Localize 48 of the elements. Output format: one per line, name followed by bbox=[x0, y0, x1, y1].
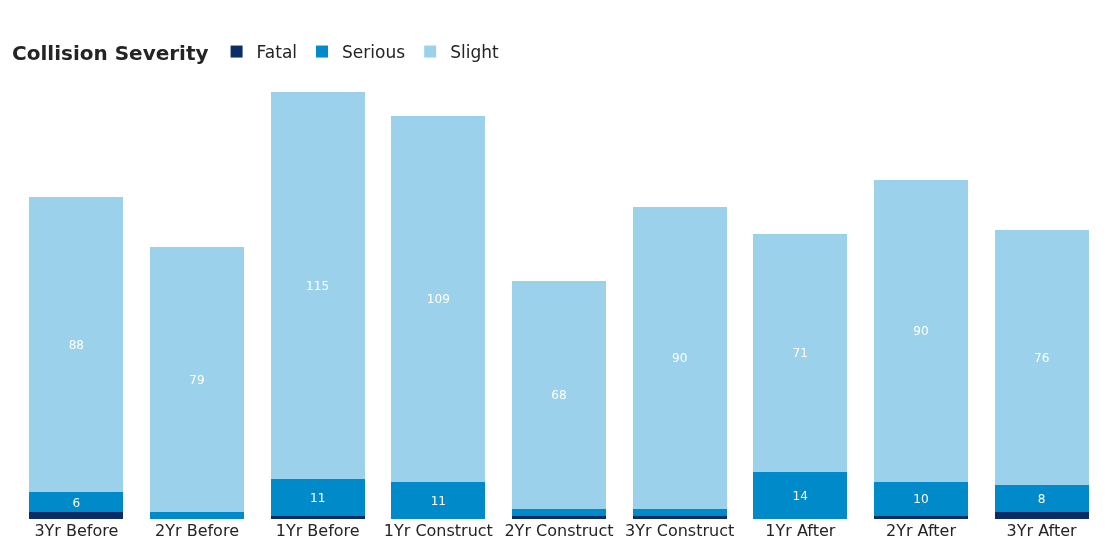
bar bbox=[632, 508, 727, 516]
data-label: 79 bbox=[189, 372, 205, 387]
bar bbox=[270, 92, 365, 479]
data-label: 88 bbox=[68, 337, 85, 352]
legend-label: Slight bbox=[450, 42, 499, 63]
bar bbox=[511, 280, 607, 509]
data-label: 11 bbox=[430, 493, 447, 508]
bar bbox=[149, 512, 245, 519]
bar bbox=[994, 230, 1089, 486]
bar bbox=[391, 482, 486, 519]
legend-label: Serious bbox=[342, 42, 406, 63]
x-tick-label: 3Yr Construct bbox=[625, 521, 735, 540]
legend-label: Fatal bbox=[256, 42, 298, 63]
x-tick-label: 1Yr Construct bbox=[383, 521, 493, 540]
bar bbox=[994, 485, 1089, 513]
bar bbox=[391, 115, 486, 483]
bar bbox=[29, 512, 124, 519]
data-label: 71 bbox=[792, 346, 809, 361]
bar bbox=[149, 246, 245, 513]
bar bbox=[753, 233, 848, 472]
bar bbox=[873, 482, 969, 516]
data-label: 11 bbox=[309, 490, 326, 505]
x-tick-label: 3Yr After bbox=[1006, 521, 1078, 540]
x-tick-label: 2Yr After bbox=[885, 521, 957, 540]
bar bbox=[270, 478, 365, 516]
x-tick-label: 1Yr After bbox=[765, 521, 836, 540]
bar bbox=[511, 508, 607, 516]
bar bbox=[994, 512, 1089, 519]
data-label: 6 bbox=[72, 495, 81, 510]
data-label: 109 bbox=[426, 292, 450, 307]
data-label: 8 bbox=[1037, 492, 1046, 507]
bar bbox=[632, 206, 727, 509]
legend-title: Collision Severity bbox=[12, 41, 209, 65]
x-tick-label: 3Yr Before bbox=[34, 521, 119, 540]
data-label: 10 bbox=[913, 492, 929, 507]
bar bbox=[29, 196, 124, 493]
bar bbox=[753, 471, 848, 519]
bar bbox=[873, 179, 969, 483]
x-tick-label: 2Yr Construct bbox=[504, 521, 614, 540]
data-label: 90 bbox=[913, 324, 929, 339]
x-tick-label: 1Yr Before bbox=[275, 521, 360, 540]
data-label: 68 bbox=[551, 388, 567, 403]
data-label: 90 bbox=[671, 351, 688, 366]
data-label: 76 bbox=[1033, 351, 1050, 366]
data-label: 14 bbox=[792, 488, 809, 503]
x-tick-label: 2Yr Before bbox=[155, 521, 239, 540]
data-label: 115 bbox=[306, 278, 330, 293]
bar bbox=[29, 492, 124, 513]
